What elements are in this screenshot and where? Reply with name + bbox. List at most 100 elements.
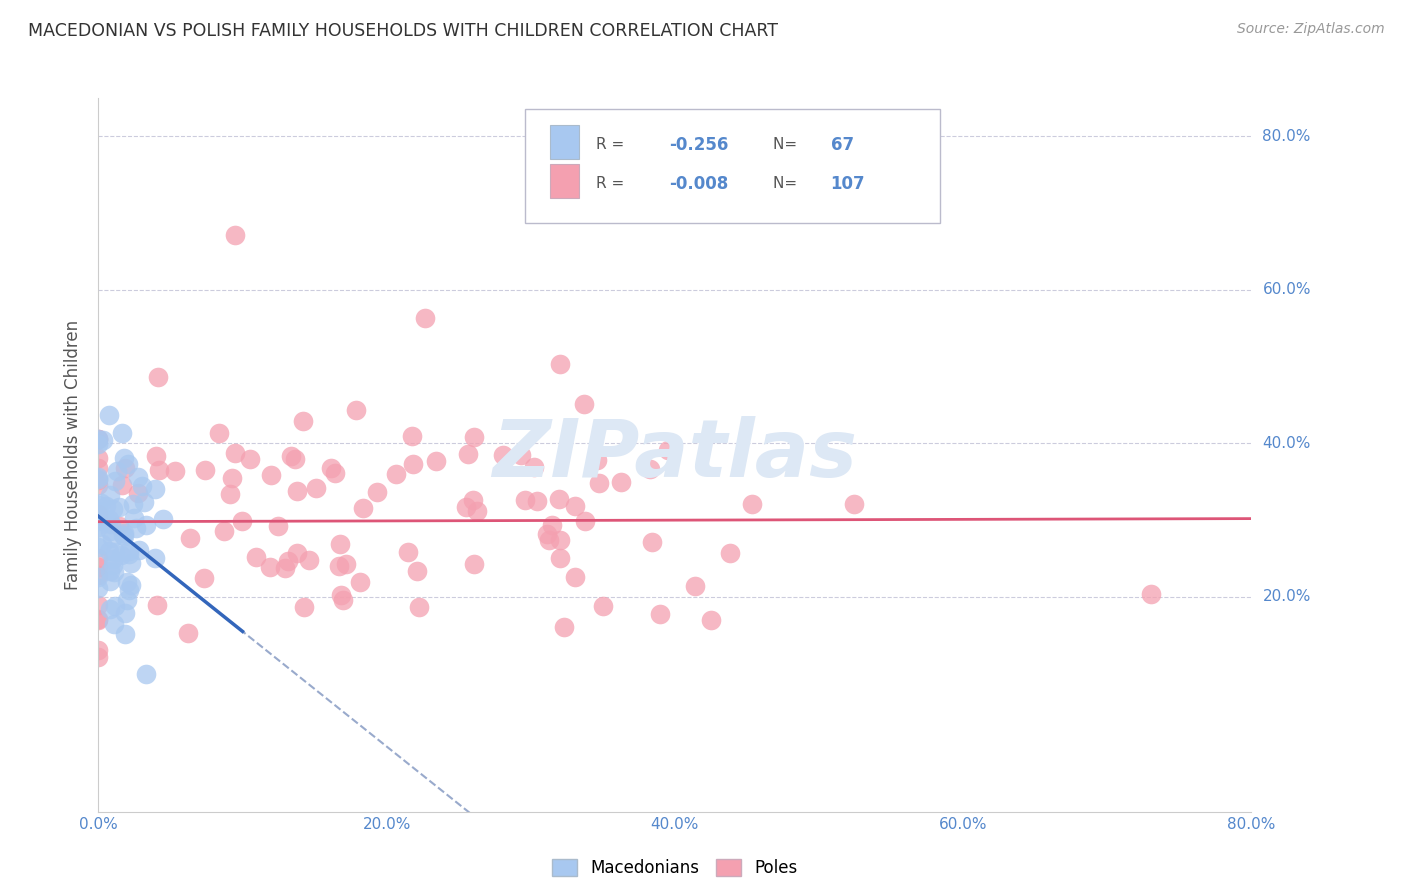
Text: R =: R = — [596, 137, 630, 152]
Point — [114, 627, 136, 641]
Point — [1140, 587, 1163, 601]
Point — [98, 574, 121, 589]
Point — [352, 500, 374, 515]
Point — [741, 497, 763, 511]
Bar — [550, 164, 579, 198]
Legend: Macedonians, Poles: Macedonians, Poles — [544, 851, 806, 886]
Point — [87, 513, 110, 527]
Point — [842, 498, 865, 512]
FancyBboxPatch shape — [524, 109, 941, 223]
Point — [349, 574, 371, 589]
Point — [396, 545, 419, 559]
Point — [87, 514, 110, 528]
Point — [513, 492, 536, 507]
Point — [344, 403, 367, 417]
Point — [146, 370, 169, 384]
Point — [115, 593, 138, 607]
Point — [718, 546, 741, 560]
Point — [87, 432, 110, 446]
Point — [117, 457, 139, 471]
Text: 80.0%: 80.0% — [1263, 129, 1310, 144]
Point — [402, 458, 425, 472]
Point — [93, 433, 115, 447]
Point — [224, 446, 246, 460]
Point — [98, 544, 121, 558]
Point — [87, 437, 110, 451]
Point — [260, 468, 283, 483]
Point — [98, 602, 121, 616]
Point — [103, 551, 125, 566]
Point — [683, 579, 706, 593]
Point — [592, 599, 614, 613]
Point — [87, 568, 110, 582]
Point — [122, 497, 145, 511]
Point — [550, 550, 572, 565]
Point — [124, 520, 146, 534]
Point — [120, 578, 142, 592]
Point — [463, 492, 485, 507]
Point — [96, 499, 118, 513]
Point — [280, 449, 302, 463]
Point — [425, 454, 447, 468]
Point — [100, 524, 122, 538]
Point — [87, 570, 110, 584]
Point — [553, 620, 575, 634]
Point — [548, 492, 571, 507]
Point — [101, 531, 124, 545]
Y-axis label: Family Households with Children: Family Households with Children — [65, 320, 83, 590]
Point — [588, 476, 610, 491]
Point — [145, 450, 167, 464]
Point — [457, 447, 479, 461]
Point — [212, 524, 235, 538]
Point — [548, 533, 571, 548]
Point — [292, 414, 315, 428]
Point — [87, 507, 110, 521]
Text: N=: N= — [773, 177, 801, 191]
Point — [463, 430, 485, 444]
Point — [90, 537, 112, 551]
Point — [143, 482, 166, 496]
Point — [221, 471, 243, 485]
Point — [330, 588, 353, 602]
Point — [90, 496, 112, 510]
Point — [208, 425, 231, 440]
Text: Source: ZipAtlas.com: Source: ZipAtlas.com — [1237, 22, 1385, 37]
Point — [100, 488, 122, 502]
Point — [284, 452, 307, 467]
Point — [165, 464, 187, 478]
Point — [112, 450, 135, 465]
Point — [454, 500, 477, 515]
Point — [574, 397, 596, 411]
Text: -0.256: -0.256 — [669, 136, 728, 153]
Point — [319, 461, 342, 475]
Point — [87, 581, 110, 595]
Point — [87, 598, 110, 612]
Point — [87, 470, 110, 484]
Point — [574, 515, 596, 529]
Point — [267, 518, 290, 533]
Point — [120, 556, 142, 570]
Point — [335, 557, 357, 571]
Point — [87, 498, 110, 512]
Point — [332, 592, 354, 607]
Point — [87, 506, 110, 520]
Point — [305, 481, 328, 495]
Point — [87, 559, 110, 574]
Point — [98, 409, 121, 423]
Text: -0.008: -0.008 — [669, 175, 728, 193]
Point — [87, 508, 110, 522]
Text: ZIPatlas: ZIPatlas — [492, 416, 858, 494]
Point — [87, 432, 110, 446]
Point — [541, 518, 564, 533]
Point — [94, 511, 117, 525]
Point — [122, 511, 145, 525]
Point — [115, 575, 138, 590]
Point — [538, 533, 561, 548]
Point — [87, 649, 110, 664]
Point — [406, 565, 429, 579]
Point — [103, 616, 125, 631]
Point — [285, 483, 308, 498]
Point — [110, 548, 132, 562]
Point — [114, 526, 136, 541]
Text: 107: 107 — [831, 175, 865, 193]
